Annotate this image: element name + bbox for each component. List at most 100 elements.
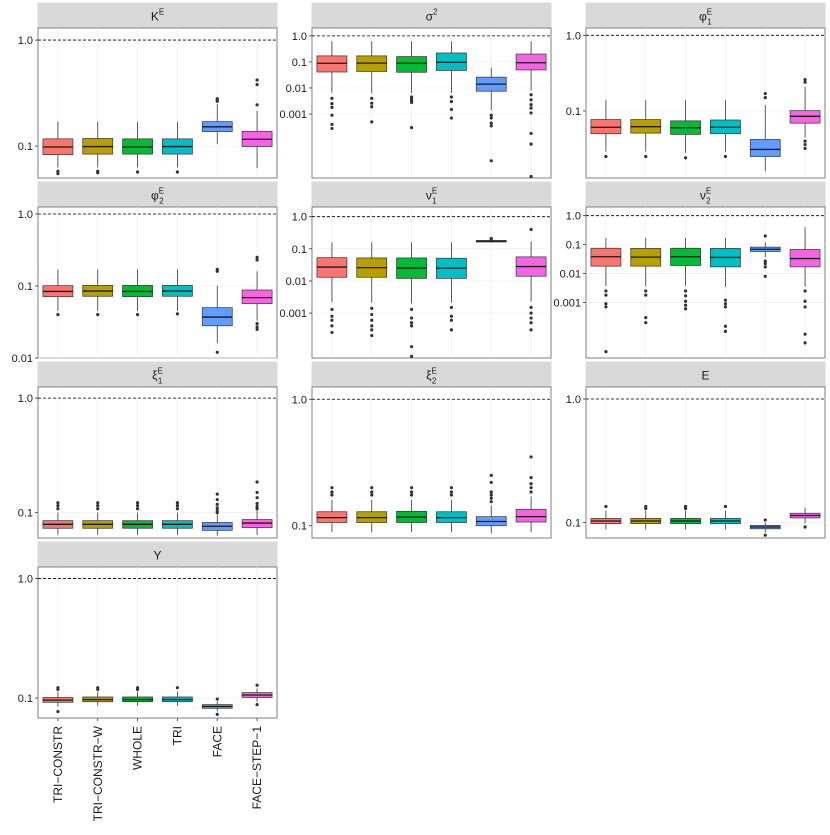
outlier-point [330,113,334,117]
outlier-point [449,490,454,494]
y-tick-label: 1.0 [566,30,581,42]
outlier-point [409,490,414,494]
outlier-point [96,507,100,511]
y-tick-label: 0.01 [286,276,307,288]
outlier-point [215,497,219,502]
outlier-point [529,142,533,146]
box-1 [42,269,74,317]
box-6 [241,480,273,535]
box-5 [475,67,507,163]
box-iqr [749,139,781,157]
box-2 [356,242,388,338]
outlier-point [763,274,767,278]
outlier-point [529,227,533,232]
y-tick-label: 0.1 [566,518,581,530]
outlier-point [330,96,334,100]
outlier-point [803,142,807,147]
box-1 [590,237,622,354]
box-6 [789,77,821,151]
panel-title: ξE 2 [426,367,437,386]
outlier-point [529,93,533,97]
x-tick-label: TRI−CONSTR [51,726,65,803]
outlier-point [370,328,374,332]
panel-title-superscript: E [706,187,711,196]
panel-plot-area [311,27,552,179]
outlier-point [449,305,454,310]
outlier-point [370,490,374,494]
panel-title: ξE 1 [152,367,163,386]
outlier-point [529,305,533,310]
outlier-point [175,507,180,511]
box-iqr [316,55,348,73]
outlier-point [409,354,414,358]
outlier-point [175,504,180,508]
outlier-point [489,490,493,494]
outlier-point [409,493,414,497]
outlier-point [255,501,259,506]
outlier-point [56,501,60,505]
outlier-point [644,504,648,509]
panel-9: E 1.0 0.1 [566,361,826,539]
panel-title-subscript: 1 [707,18,712,27]
panel-plot-area [311,206,552,359]
outlier-point [135,507,140,511]
outlier-point [330,314,334,318]
outlier-point [56,313,60,317]
panel-8: ξE 2 1.0 0.1 [292,361,552,539]
outlier-point [489,113,493,117]
panel-title: E [701,369,709,383]
y-tick-label: 1.0 [292,394,307,406]
outlier-point [96,171,100,175]
outlier-point [803,332,807,336]
outlier-point [449,116,454,120]
x-tick-label: TRI−CONSTR−W [91,725,105,821]
y-tick-label: 0.1 [18,693,33,705]
outlier-point [330,105,334,109]
outlier-point [255,322,259,326]
y-tick-label: 1.0 [566,211,581,223]
outlier-point [604,504,608,509]
box-2 [356,41,388,124]
outlier-point [529,311,533,315]
outlier-point [644,154,648,159]
outlier-point [215,506,219,510]
outlier-point [489,496,493,500]
box-1 [590,504,622,530]
outlier-point [330,324,334,328]
outlier-point [529,486,533,490]
panel-title-subscript: 1 [432,197,437,206]
y-tick-label: 0.1 [566,240,581,252]
outlier-point [409,307,414,312]
panel-title: KE [151,8,164,24]
y-tick-label: 1.0 [18,35,33,47]
outlier-point [803,139,807,143]
y-tick-label: 0.01 [286,83,307,95]
outlier-point [723,302,728,306]
outlier-point [370,486,374,490]
outlier-point [255,258,259,262]
outlier-point [330,486,334,490]
outlier-point [255,83,259,87]
outlier-point [409,321,414,325]
panel-title-superscript: E [159,8,164,17]
outlier-point [803,525,807,529]
panel-title-superscript: 2 [433,8,438,17]
panel-strip [585,181,826,208]
outlier-point [449,328,454,332]
panel-strip [37,181,278,208]
outlier-point [330,102,334,106]
box-6 [241,255,273,331]
panel-plot-area [585,27,826,179]
outlier-point [96,313,100,317]
box-5 [475,473,507,534]
y-tick-label: 0.001 [279,109,307,121]
panel-plot-area [37,386,278,539]
outlier-point [683,303,688,307]
outlier-point [604,305,608,309]
outlier-point [56,504,60,508]
outlier-point [56,169,60,173]
y-tick-label: 0.1 [18,508,33,520]
box-4 [162,269,193,316]
panel-title: φE 1 [699,8,712,27]
